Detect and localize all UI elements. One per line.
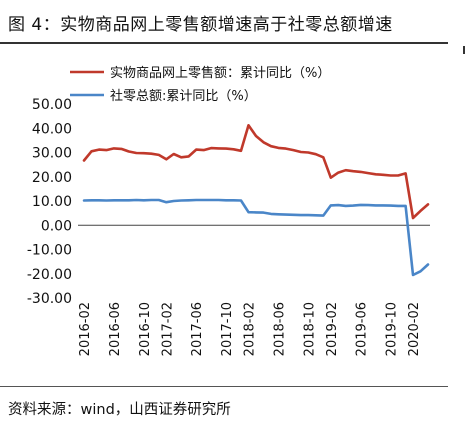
y-tick-label: 30.00 xyxy=(32,146,72,162)
source-note: 资料来源：wind，山西证券研究所 xyxy=(8,402,231,418)
y-axis: 50.00 40.00 30.00 20.00 10.00 0.00 -10.00 -20.0… xyxy=(27,97,430,307)
title-divider xyxy=(0,42,448,44)
y-tick-label: 40.00 xyxy=(32,121,72,137)
series-line-total-retail xyxy=(82,198,430,277)
x-tick-label: 2016-10 xyxy=(138,302,153,356)
y-tick-label: 0.00 xyxy=(41,218,72,234)
x-tick-label: 2019-02 xyxy=(325,302,340,356)
x-tick-label: 2018-06 xyxy=(272,302,287,356)
edge-divider xyxy=(463,46,465,54)
series-line-online-retail xyxy=(82,124,430,220)
y-tick-label: 10.00 xyxy=(32,194,72,210)
footer-divider xyxy=(0,386,448,387)
legend-label: 实物商品网上零售额：累计同比（%） xyxy=(110,65,330,81)
x-tick-label: 2016-02 xyxy=(78,302,93,356)
x-axis: 2016-02 2016-06 2016-10 2017-02 2017-06 2017-… xyxy=(78,302,422,356)
series-layer xyxy=(82,124,430,277)
y-tick-label: -10.00 xyxy=(27,243,72,259)
x-tick-label: 2017-06 xyxy=(190,302,205,356)
y-tick-label: 50.00 xyxy=(32,97,72,113)
x-tick-label: 2018-02 xyxy=(243,302,258,356)
legend-label: 社零总额:累计同比（%） xyxy=(110,88,257,104)
x-tick-label: 2017-02 xyxy=(160,302,175,356)
x-tick-label: 2019-10 xyxy=(385,302,400,356)
x-tick-label: 2017-10 xyxy=(220,302,235,356)
y-tick-label: -20.00 xyxy=(27,267,72,283)
x-tick-label: 2016-06 xyxy=(108,302,123,356)
x-tick-label: 2018-10 xyxy=(302,302,317,356)
x-tick-label: 2019-06 xyxy=(355,302,370,356)
x-tick-label: 2020-02 xyxy=(407,302,422,356)
chart-legend: 实物商品网上零售额：累计同比（%） 社零总额:累计同比（%） xyxy=(70,65,330,104)
y-tick-label: -30.00 xyxy=(27,291,72,307)
figure-title: 图 4：实物商品网上零售额增速高于社零总额增速 xyxy=(8,15,393,35)
y-tick-label: 20.00 xyxy=(32,170,72,186)
